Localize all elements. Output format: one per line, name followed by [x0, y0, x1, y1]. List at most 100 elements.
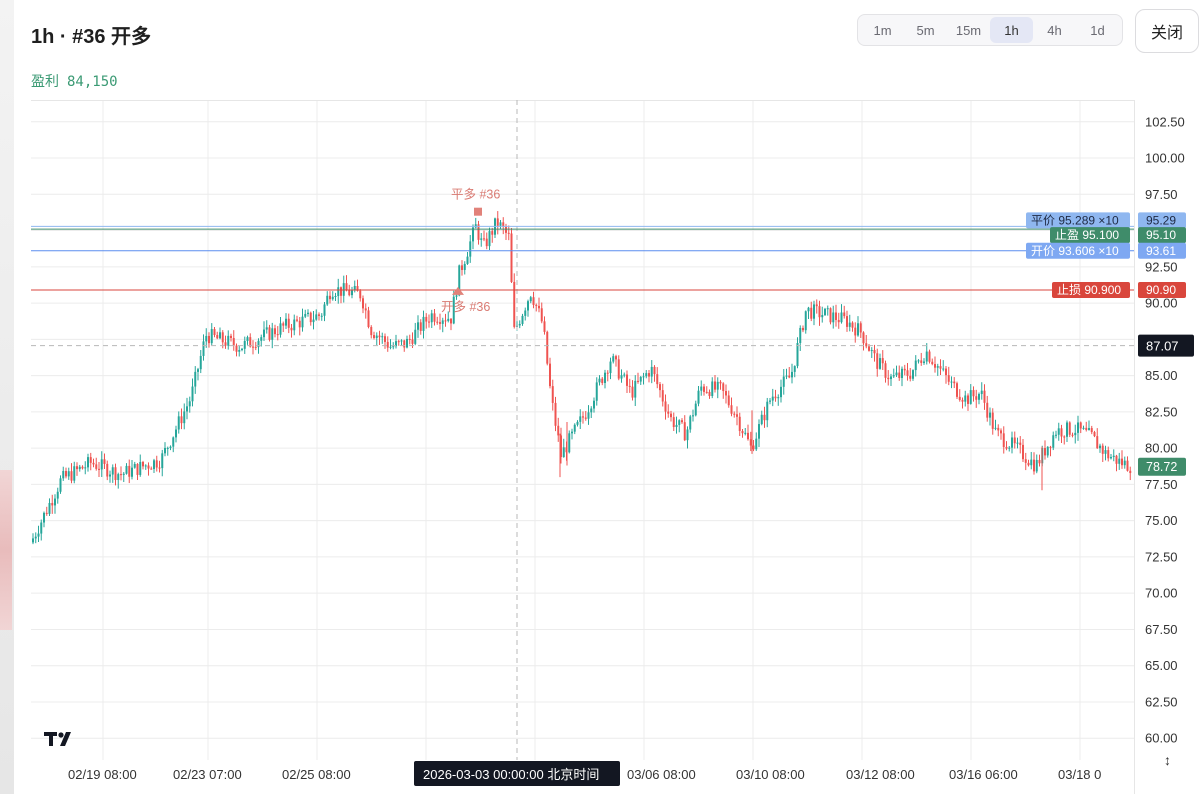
candle-body: [590, 408, 593, 413]
candle-body: [186, 406, 188, 412]
timeframe-5m-button[interactable]: 5m: [916, 22, 935, 38]
candle-body: [782, 376, 785, 387]
candle-body: [870, 350, 873, 352]
candle-body: [78, 466, 81, 470]
candle-body: [780, 386, 782, 398]
candle-body: [230, 335, 232, 339]
candle-body: [914, 360, 917, 371]
candle-body: [881, 358, 884, 364]
candle-body: [43, 512, 45, 523]
candle-body: [70, 471, 73, 481]
candle-body: [197, 369, 199, 372]
candle-body: [1013, 437, 1016, 444]
x-tick-label: 03/18 0: [1058, 767, 1101, 782]
candle-body: [1090, 428, 1093, 433]
candle-body: [296, 319, 298, 321]
candle-body: [210, 329, 213, 344]
candle-body: [507, 232, 510, 234]
candlestick-chart[interactable]: 60.00 62.50 65.00 67.50 70.00 72.50 75.00 77.50…: [31, 100, 1199, 794]
chart-area[interactable]: 60.00 62.50 65.00 67.50 70.00 72.50 75.00 77.50…: [31, 100, 1199, 794]
candle-body: [774, 396, 777, 399]
entry-axis-label: 93.61: [1146, 244, 1176, 258]
scale-resize-icon[interactable]: ↕: [1164, 752, 1171, 768]
candle-body: [150, 468, 153, 470]
candle-body: [529, 297, 532, 302]
candle-body: [656, 374, 659, 385]
y-tick-label: 75.00: [1145, 513, 1178, 528]
candle-body: [587, 412, 590, 419]
candle-body: [307, 312, 309, 315]
y-tick-label: 100.00: [1145, 151, 1185, 166]
candle-body: [634, 380, 637, 398]
candle-body: [155, 460, 158, 468]
candle-body: [235, 345, 238, 352]
y-tick-label: 90.00: [1145, 296, 1178, 311]
candle-body: [791, 371, 793, 378]
candle-body: [766, 401, 769, 421]
candle-body: [958, 396, 961, 400]
candle-body: [92, 462, 95, 465]
candle-body: [620, 375, 623, 379]
candle-body: [986, 402, 989, 418]
candle-body: [111, 467, 114, 475]
candle-body: [1044, 448, 1046, 456]
candle-body: [582, 416, 584, 418]
candle-body: [818, 306, 821, 318]
candle-body: [252, 346, 254, 348]
candle-body: [1115, 455, 1118, 464]
candle-body: [879, 358, 881, 369]
candle-body: [1005, 446, 1008, 449]
candle-body: [1052, 435, 1055, 448]
candle-body: [997, 427, 1000, 431]
candle-body: [667, 411, 670, 414]
candle-body: [730, 405, 733, 414]
stop-loss-tag: [1052, 282, 1130, 299]
candle-body: [518, 323, 521, 326]
candle-body: [62, 470, 65, 479]
candle-body: [142, 461, 144, 467]
close-button[interactable]: 关闭: [1135, 9, 1199, 53]
candle-body: [37, 533, 40, 537]
candle-body: [260, 337, 263, 341]
candle-body: [741, 430, 744, 434]
candle-body: [158, 467, 161, 469]
candle-body: [857, 323, 859, 336]
candle-body: [483, 238, 485, 240]
candle-body: [56, 491, 59, 499]
timeframe-4h-button[interactable]: 4h: [1047, 22, 1062, 38]
candle-body: [758, 424, 760, 439]
candle-body: [727, 395, 730, 406]
candle-body: [1002, 433, 1005, 447]
x-tick-label: 03/16 06:00: [949, 767, 1018, 782]
candle-body: [458, 265, 461, 296]
candle-body: [595, 382, 598, 401]
candle-body: [406, 338, 408, 348]
timeframe-15m-button[interactable]: 15m: [955, 22, 982, 38]
candle-body: [384, 336, 386, 342]
candle-body: [873, 350, 876, 354]
candle-body: [477, 224, 480, 240]
candle-body: [375, 335, 378, 338]
timeframe-1m-button[interactable]: 1m: [873, 22, 892, 38]
entry-marker-icon: [452, 286, 464, 295]
candle-body: [353, 286, 356, 291]
candle-body: [1038, 459, 1041, 464]
candle-body: [183, 411, 186, 424]
x-tick-label: 03/12 08:00: [846, 767, 915, 782]
candle-body: [304, 314, 307, 317]
candle-body: [131, 467, 133, 477]
candle-body: [771, 396, 774, 401]
x-tick-label: 02/19 08:00: [68, 767, 137, 782]
candle-body: [51, 502, 54, 506]
candle-body: [166, 447, 169, 449]
candle-body: [832, 312, 835, 323]
stop-loss-tag-label: 止损 90.900: [1057, 283, 1121, 297]
entry-marker-label: 开多 #36: [441, 300, 490, 314]
timeframe-1d-button[interactable]: 1d: [1090, 22, 1105, 38]
candle-body: [48, 502, 51, 514]
timeframe-1h-button[interactable]: 1h: [990, 17, 1033, 43]
candle-body: [513, 281, 516, 327]
candle-body: [936, 366, 939, 368]
candle-body: [738, 416, 741, 431]
take-profit-axis-badge: [1138, 227, 1186, 244]
